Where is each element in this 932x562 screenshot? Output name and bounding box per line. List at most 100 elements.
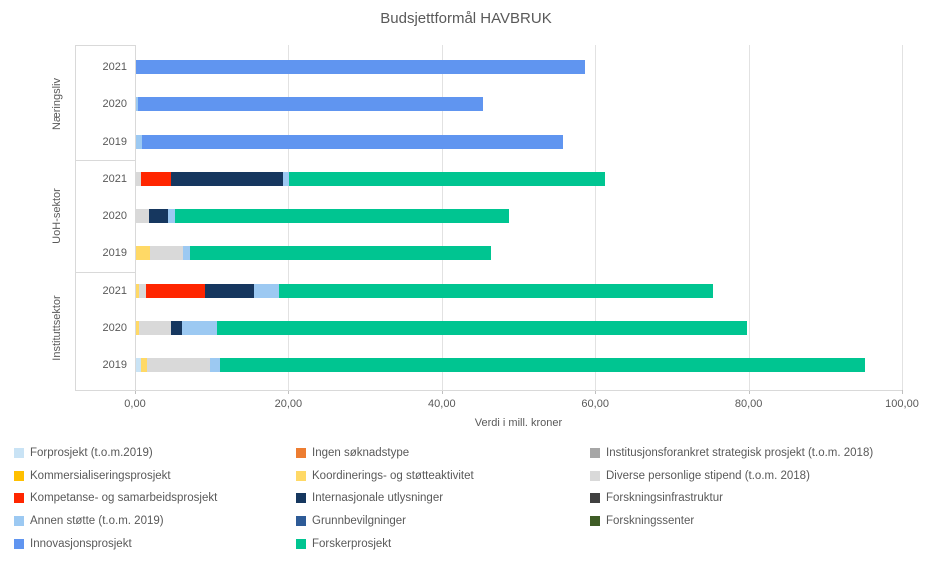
legend-label: Forprosjekt (t.o.m.2019) <box>30 447 153 459</box>
bar-segment-annen-st-tte-t-o-m-2019[interactable] <box>182 246 191 261</box>
bar-segment-forskerprosjekt[interactable] <box>219 358 865 372</box>
legend-label: Kompetanse- og samarbeidsprosjekt <box>30 492 218 505</box>
legend-label: Diverse personlige stipend (t.o.m. 2018) <box>606 469 810 482</box>
legend-item-diverse-personlige-stipend-t-o-m-2018[interactable]: Diverse personlige stipend (t.o.m. 2018) <box>590 470 810 482</box>
group-label-n-ringsliv: Næringsliv <box>51 78 63 131</box>
group-label-uoh-sektor: UoH-sektor <box>51 188 63 244</box>
legend-label: Internasjonale utlysninger <box>312 492 444 505</box>
axis-tick <box>441 390 443 394</box>
legend-item-forskningssenter[interactable]: Forskningssenter <box>590 515 694 527</box>
bar-segment-forskerprosjekt[interactable] <box>278 283 713 298</box>
bar-segment-innovasjonsprosjekt[interactable] <box>142 134 564 149</box>
bar-segment-koordinerings-og-st-tteaktivitet[interactable] <box>140 358 147 372</box>
legend-swatch-kompetanse-og-samarbeidsprosjekt <box>14 493 24 504</box>
legend-item-ingen-s-knadstype[interactable]: Ingen søknadstype <box>296 447 409 459</box>
bar-segment-annen-st-tte-t-o-m-2019[interactable] <box>182 320 218 335</box>
axis-tick <box>748 390 750 394</box>
bar-segment-forprosjekt-t-o-m-2019[interactable] <box>136 358 141 372</box>
legend-item-kommersialiseringsprosjekt[interactable]: Kommersialiseringsprosjekt <box>14 470 171 482</box>
bar-segment-diverse-personlige-stipend-t-o-m-2018[interactable] <box>139 320 172 335</box>
bar-segment-diverse-personlige-stipend-t-o-m-2018[interactable] <box>146 358 210 372</box>
category-axis-outer-line <box>75 45 76 390</box>
legend-swatch-forprosjekt-t-o-m-2019 <box>14 448 24 458</box>
bar-segment-annen-st-tte-t-o-m-2019[interactable] <box>136 134 143 149</box>
value-axis-line <box>135 45 136 390</box>
bar-segment-kompetanse-og-samarbeidsprosjekt[interactable] <box>140 171 171 186</box>
bar-segment-forskerprosjekt[interactable] <box>289 171 605 186</box>
axis-tick <box>902 390 903 394</box>
legend-label: Annen støtte (t.o.m. 2019) <box>30 515 164 528</box>
gridline <box>595 45 597 390</box>
x-tick-label: 20,00 <box>274 398 303 410</box>
group-separator <box>75 160 135 162</box>
bar-segment-annen-st-tte-t-o-m-2019[interactable] <box>283 171 290 186</box>
legend-label: Kommersialiseringsprosjekt <box>30 469 171 482</box>
legend-swatch-kommersialiseringsprosjekt <box>14 470 24 481</box>
year-label: 2020 <box>102 210 127 222</box>
x-tick-label: 80,00 <box>734 398 763 410</box>
bar-segment-diverse-personlige-stipend-t-o-m-2018[interactable] <box>136 209 150 223</box>
bar-segment-diverse-personlige-stipend-t-o-m-2018[interactable] <box>149 246 183 261</box>
year-label: 2019 <box>102 135 127 148</box>
legend-swatch-diverse-personlige-stipend-t-o-m-2018 <box>590 470 600 481</box>
legend-item-forprosjekt-t-o-m-2019[interactable]: Forprosjekt (t.o.m.2019) <box>14 447 153 459</box>
legend-item-grunnbevilgninger[interactable]: Grunnbevilgninger <box>296 515 406 527</box>
bar-segment-kompetanse-og-samarbeidsprosjekt[interactable] <box>145 283 205 298</box>
legend-swatch-forskningssenter <box>590 516 600 527</box>
bar-segment-innovasjonsprosjekt[interactable] <box>138 97 483 112</box>
legend-item-kompetanse-og-samarbeidsprosjekt[interactable]: Kompetanse- og samarbeidsprosjekt <box>14 492 217 504</box>
bar-segment-koordinerings-og-st-tteaktivitet[interactable] <box>136 283 140 298</box>
legend-swatch-annen-st-tte-t-o-m-2019 <box>14 516 24 527</box>
legend-item-koordinerings-og-st-tteaktivitet[interactable]: Koordinerings- og støtteaktivitet <box>296 470 474 482</box>
bar-segment-innovasjonsprosjekt[interactable] <box>136 60 585 74</box>
legend-item-institusjonsforankret-strategisk-prosjekt-t-o-m-2018[interactable]: Institusjonsforankret strategisk prosjek… <box>590 447 873 459</box>
bar-segment-annen-st-tte-t-o-m-2019[interactable] <box>168 209 176 223</box>
axis-tick <box>288 390 290 394</box>
legend-swatch-ingen-s-knadstype <box>296 448 306 458</box>
x-tick-label: 40,00 <box>428 398 456 410</box>
bar-segment-internasjonale-utlysninger[interactable] <box>205 283 255 298</box>
x-axis-title: Verdi i mill. kroner <box>474 417 563 429</box>
legend-label: Forskerprosjekt <box>312 537 392 550</box>
year-label: 2019 <box>102 247 127 260</box>
bar-n-ringsliv-2020 <box>136 97 483 112</box>
year-label: 2021 <box>102 284 127 297</box>
group-separator <box>75 271 135 273</box>
legend-item-annen-st-tte-t-o-m-2019[interactable]: Annen støtte (t.o.m. 2019) <box>14 515 164 527</box>
legend-label: Institusjonsforankret strategisk prosjek… <box>606 447 874 459</box>
axis-tick <box>135 390 136 394</box>
group-label-instituttsektor: Instituttsektor <box>51 295 63 361</box>
bar-segment-koordinerings-og-st-tteaktivitet[interactable] <box>136 246 150 261</box>
bar-n-ringsliv-2019 <box>136 134 564 149</box>
year-label: 2020 <box>102 321 127 334</box>
gridline <box>748 45 750 390</box>
bar-segment-internasjonale-utlysninger[interactable] <box>149 209 169 223</box>
legend-label: Grunnbevilgninger <box>312 515 406 528</box>
axis-tick <box>595 390 597 394</box>
legend-item-forskerprosjekt[interactable]: Forskerprosjekt <box>296 538 391 550</box>
bar-segment-forskerprosjekt[interactable] <box>190 246 492 261</box>
bar-segment-forskerprosjekt[interactable] <box>217 320 748 335</box>
bar-uoh-sektor-2021 <box>136 171 605 186</box>
legend-swatch-forskningsinfrastruktur <box>590 493 600 504</box>
bar-segment-annen-st-tte-t-o-m-2019[interactable] <box>136 97 139 112</box>
bar-segment-diverse-personlige-stipend-t-o-m-2018[interactable] <box>136 171 141 186</box>
legend-item-innovasjonsprosjekt[interactable]: Innovasjonsprosjekt <box>14 538 132 550</box>
x-axis-line <box>135 390 902 391</box>
legend-item-internasjonale-utlysninger[interactable]: Internasjonale utlysninger <box>296 492 443 504</box>
bar-instituttsektor-2021 <box>136 283 713 298</box>
legend-swatch-forskerprosjekt <box>296 538 306 549</box>
bar-segment-annen-st-tte-t-o-m-2019[interactable] <box>209 358 220 372</box>
category-axis-border <box>75 390 135 391</box>
year-label: 2021 <box>102 61 127 73</box>
bar-segment-koordinerings-og-st-tteaktivitet[interactable] <box>136 320 140 335</box>
bar-segment-internasjonale-utlysninger[interactable] <box>171 320 182 335</box>
bar-segment-internasjonale-utlysninger[interactable] <box>170 171 284 186</box>
legend-item-forskningsinfrastruktur[interactable]: Forskningsinfrastruktur <box>590 492 723 504</box>
bar-segment-annen-st-tte-t-o-m-2019[interactable] <box>254 283 279 298</box>
x-tick-label: 100,00 <box>885 398 919 410</box>
bar-segment-diverse-personlige-stipend-t-o-m-2018[interactable] <box>139 283 146 298</box>
legend-swatch-institusjonsforankret-strategisk-prosjekt-t-o-m-2018 <box>590 448 600 458</box>
bar-segment-forskerprosjekt[interactable] <box>175 209 509 223</box>
